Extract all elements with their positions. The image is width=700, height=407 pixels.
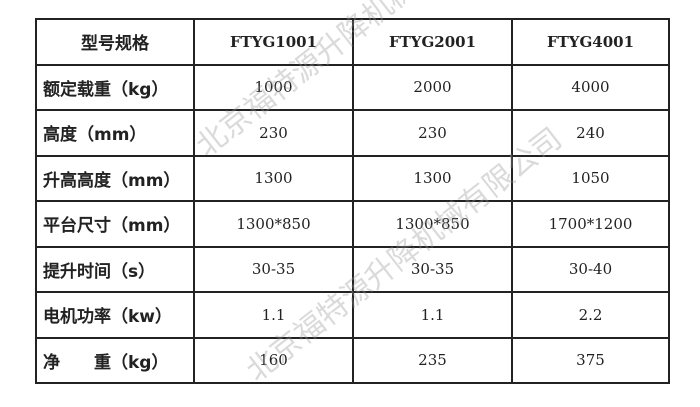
table-row: 平台尺寸（mm） 1300*850 1300*850 1700*1200 <box>35 200 670 248</box>
table-row: 电机功率（kw） 1.1 1.1 2.2 <box>35 291 670 339</box>
value-cell: 1300 <box>352 154 513 202</box>
row-label-cell: 平台尺寸（mm） <box>35 200 195 248</box>
value-cell: 1700*1200 <box>511 200 670 248</box>
value-cell: 375 <box>511 336 670 384</box>
value-cell: 1.1 <box>193 291 354 339</box>
value-cell: 30-40 <box>511 245 670 293</box>
value-cell: 4000 <box>511 63 670 111</box>
table-row: 提升时间（s） 30-35 30-35 30-40 <box>35 245 670 293</box>
spec-table: 型号规格 FTYG1001 FTYG2001 FTYG4001 额定载重（kg） 1000… <box>35 18 670 384</box>
value-cell: 230 <box>352 109 513 157</box>
table-row: 升高高度（mm） 1300 1300 1050 <box>35 154 670 202</box>
table-row: 净 重（kg） 160 235 375 <box>35 336 670 384</box>
row-label-cell: 型号规格 <box>35 18 195 66</box>
row-label-cell: 提升时间（s） <box>35 245 195 293</box>
value-cell: 2000 <box>352 63 513 111</box>
value-cell: 30-35 <box>193 245 354 293</box>
value-cell: 2.2 <box>511 291 670 339</box>
value-cell: 1050 <box>511 154 670 202</box>
value-cell: 1300 <box>193 154 354 202</box>
header-row: 型号规格 FTYG1001 FTYG2001 FTYG4001 <box>35 18 670 66</box>
value-cell: 235 <box>352 336 513 384</box>
value-cell: 1000 <box>193 63 354 111</box>
row-label-cell: 电机功率（kw） <box>35 291 195 339</box>
row-label-cell: 净 重（kg） <box>35 336 195 384</box>
row-label-cell: 高度（mm） <box>35 109 195 157</box>
value-cell: FTYG4001 <box>511 18 670 66</box>
value-cell: 230 <box>193 109 354 157</box>
value-cell: 1300*850 <box>193 200 354 248</box>
value-cell: 160 <box>193 336 354 384</box>
row-label-cell: 额定载重（kg） <box>35 63 195 111</box>
value-cell: 240 <box>511 109 670 157</box>
table-row: 高度（mm） 230 230 240 <box>35 109 670 157</box>
table-row: 额定载重（kg） 1000 2000 4000 <box>35 63 670 111</box>
value-cell: 1.1 <box>352 291 513 339</box>
value-cell: FTYG1001 <box>193 18 354 66</box>
row-label-cell: 升高高度（mm） <box>35 154 195 202</box>
value-cell: 30-35 <box>352 245 513 293</box>
value-cell: 1300*850 <box>352 200 513 248</box>
value-cell: FTYG2001 <box>352 18 513 66</box>
